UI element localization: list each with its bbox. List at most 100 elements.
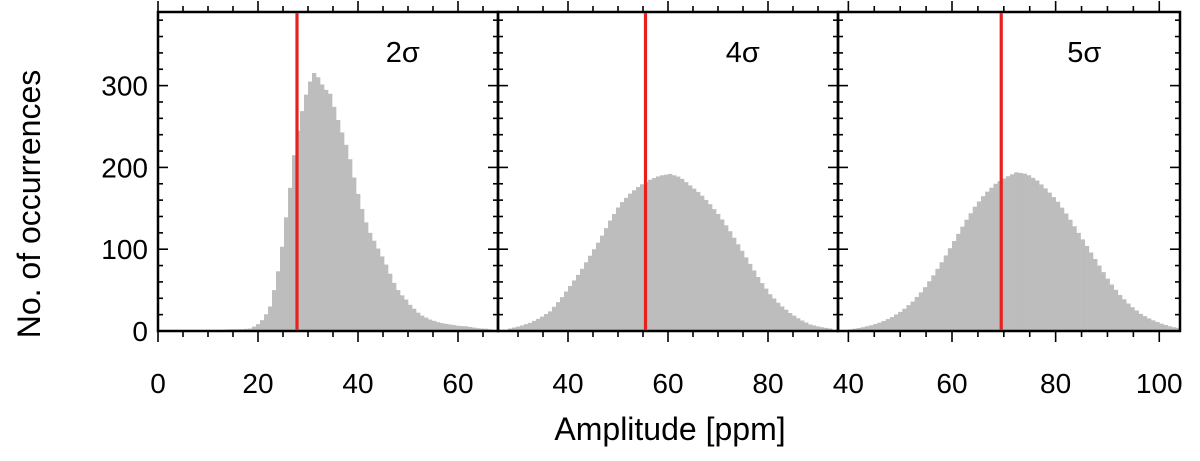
histogram-bar: [1159, 323, 1164, 331]
histogram-bar: [352, 177, 357, 331]
histogram-bar: [935, 268, 940, 331]
histogram-bar: [1047, 192, 1052, 331]
histogram-bar: [444, 323, 449, 331]
y-tick-label: 100: [101, 234, 148, 265]
histogram-bar: [440, 323, 445, 331]
histogram-bar: [780, 306, 785, 331]
histogram-bar: [320, 84, 325, 331]
histogram-bar: [1030, 177, 1036, 331]
histogram-bar: [620, 202, 625, 331]
histogram-bar: [256, 324, 261, 331]
histogram-bar: [724, 225, 729, 331]
histogram-bar: [700, 195, 705, 331]
histogram-bar: [760, 283, 765, 331]
histogram-bar: [1155, 322, 1160, 331]
histogram-bar: [568, 286, 573, 331]
histogram-bar: [947, 248, 953, 331]
x-tick-label: 40: [833, 368, 864, 399]
histogram-bar: [1076, 232, 1081, 331]
y-tick-label: 0: [132, 316, 148, 347]
histogram-bar: [939, 262, 945, 331]
x-tick-label: 20: [242, 368, 273, 399]
histogram-bar: [993, 183, 998, 331]
histogram-bar: [420, 315, 425, 331]
histogram-bar: [1171, 327, 1177, 331]
histogram-bar: [898, 311, 903, 331]
histogram-bar: [931, 275, 936, 331]
histogram-bar: [280, 246, 285, 331]
histogram-bar: [976, 201, 982, 331]
histogram-bar: [432, 320, 437, 331]
histogram-bar: [524, 324, 529, 331]
histogram-bar: [540, 316, 545, 331]
histogram-bar: [873, 323, 878, 331]
histogram-bar: [720, 219, 725, 331]
histogram-bar: [1167, 326, 1173, 331]
histogram-bar: [688, 185, 693, 331]
histogram-bar: [520, 325, 525, 331]
x-tick-label: 100: [1136, 368, 1183, 399]
histogram-bar: [860, 327, 866, 331]
histogram-bar: [1175, 327, 1181, 331]
histogram-bar: [640, 184, 645, 331]
histogram-bar: [552, 306, 557, 331]
sigma-annotation: 4σ: [726, 37, 760, 69]
histogram-bar: [964, 219, 969, 331]
histogram-bar: [692, 188, 697, 331]
x-tick-label: 80: [752, 368, 783, 399]
histogram-bar: [820, 327, 825, 331]
histogram-bar: [472, 327, 477, 331]
histogram-bar: [1018, 172, 1023, 331]
histogram-bar: [676, 176, 681, 331]
x-tick-label: 0: [150, 368, 166, 399]
histogram-bar: [1001, 178, 1007, 331]
histogram-bar: [516, 326, 521, 331]
histogram-bar: [528, 322, 533, 331]
histogram-bar: [869, 325, 874, 331]
histogram-bar: [624, 197, 629, 331]
histogram-bar: [732, 237, 737, 331]
histogram-bar: [764, 288, 769, 331]
histogram-bar: [412, 308, 417, 331]
histogram-bar: [312, 73, 317, 332]
histogram-bar: [340, 132, 345, 331]
histogram-bar: [752, 270, 757, 331]
histogram-bar: [596, 242, 601, 331]
histogram-bar: [276, 271, 281, 331]
histogram-bar: [404, 299, 409, 331]
histogram-bar: [260, 320, 265, 331]
histogram-bar: [380, 256, 385, 331]
histogram-bar: [1026, 175, 1032, 331]
histogram-bar: [252, 326, 257, 331]
histogram-bar: [628, 193, 633, 331]
histogram-bar: [716, 214, 721, 331]
histogram-bar: [1101, 272, 1106, 331]
histogram-bar: [592, 249, 597, 331]
histogram-bar: [918, 292, 924, 331]
histogram-bar: [316, 77, 321, 332]
histogram-bar: [388, 273, 393, 331]
histogram-bar: [728, 231, 733, 331]
histogram-bar: [800, 320, 805, 331]
histogram-bar: [656, 176, 661, 331]
histogram-bar: [1146, 318, 1152, 331]
histogram-bar: [1039, 184, 1044, 331]
histogram-bar: [384, 264, 389, 331]
histogram-bar: [812, 325, 817, 331]
histogram-bar: [889, 317, 895, 331]
histogram-bar: [784, 309, 789, 331]
x-tick-label: 80: [1040, 368, 1071, 399]
histogram-bar: [556, 302, 561, 331]
sigma-annotation: 5σ: [1067, 37, 1101, 69]
histogram-bar: [1097, 265, 1102, 331]
histogram-bar: [560, 297, 565, 331]
histogram-bar: [448, 324, 453, 331]
histogram-bar: [927, 281, 932, 331]
histogram-bar: [881, 321, 887, 331]
histogram-bar: [332, 106, 337, 331]
histogram-bar: [864, 326, 870, 331]
y-axis-label: No. of occurrences: [11, 70, 47, 339]
histogram-bar: [1092, 259, 1098, 331]
histogram-bar: [576, 274, 581, 331]
histogram-bar: [460, 326, 465, 331]
